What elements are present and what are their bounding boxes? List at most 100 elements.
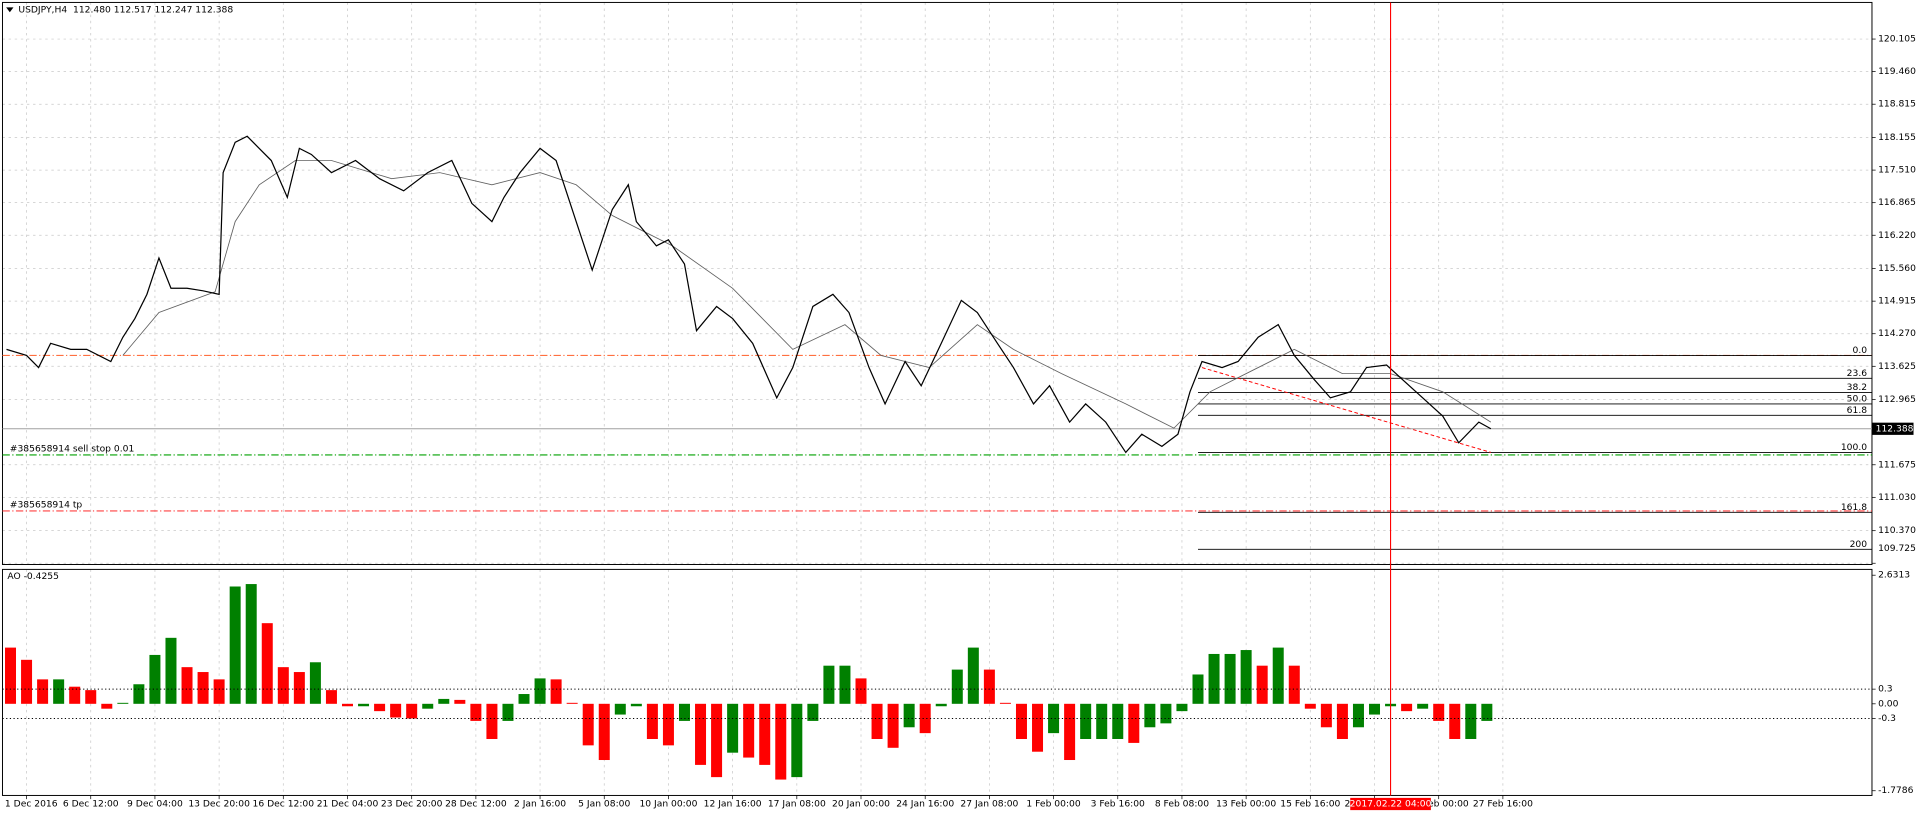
ao-bar: [582, 703, 594, 746]
fibo-label: 200: [1850, 539, 1868, 550]
ao-bar: [213, 679, 225, 704]
ao-bar: [85, 690, 97, 704]
ao-bar: [1449, 703, 1461, 739]
fibo-label: 61.8: [1847, 405, 1868, 416]
ao-bar: [21, 659, 33, 704]
ao-bar: [1433, 703, 1445, 721]
ao-bar: [5, 647, 17, 704]
ao-bar: [486, 703, 498, 739]
ao-y-tick-label: -1.7786: [1878, 785, 1914, 796]
ao-bar: [935, 703, 947, 707]
ao-y-tick-label: 0.00: [1878, 698, 1899, 709]
y-tick-label: 114.915: [1878, 296, 1916, 307]
fibo-label: 50.0: [1847, 394, 1868, 405]
ao-bar: [1096, 703, 1108, 739]
x-tick-label: 20 Jan 00:00: [832, 799, 890, 810]
ao-bar: [855, 678, 867, 704]
ao-bar: [261, 623, 273, 704]
current-price-box: [1871, 422, 1914, 435]
ao-bar: [967, 647, 979, 704]
ao-y-tick-label: -0.3: [1878, 713, 1896, 724]
ao-bar: [374, 703, 386, 712]
x-tick-label: 15 Feb 16:00: [1280, 799, 1340, 810]
ao-y-tick-label: 0.3: [1878, 684, 1893, 695]
x-tick-label: 21 Dec 04:00: [317, 799, 379, 810]
fibo-trend: [1201, 367, 1491, 453]
ao-bar: [1048, 703, 1060, 734]
ao-bar: [1240, 650, 1252, 704]
ao-bar: [293, 672, 305, 704]
x-tick-label: 28 Dec 12:00: [445, 799, 507, 810]
ao-bar: [358, 703, 370, 707]
moving-average: [122, 160, 1492, 429]
ao-bar: [454, 699, 466, 704]
ao-bar: [614, 703, 626, 715]
fibo-label: 161.8: [1841, 502, 1867, 513]
price-line: [6, 135, 1492, 454]
fibo-label: 100.0: [1841, 442, 1867, 453]
ao-bar: [101, 703, 113, 709]
ao-bar: [1481, 703, 1493, 721]
ao-bar: [341, 703, 353, 707]
ao-bar: [229, 586, 241, 704]
indicator-title: AO -0.4255: [7, 571, 59, 582]
ao-bar: [406, 703, 418, 719]
ao-bar: [759, 703, 771, 765]
x-tick-label: 16 Dec 12:00: [253, 799, 315, 810]
ao-bar: [422, 703, 434, 709]
ao-bar: [1224, 653, 1236, 704]
ao-bar: [534, 678, 546, 704]
ao-bar: [181, 667, 193, 704]
ao-bar: [165, 637, 177, 704]
ao-bar: [903, 703, 915, 728]
fibo-label: 23.6: [1847, 368, 1868, 379]
x-tick-label: 27 Feb 16:00: [1473, 799, 1533, 810]
ao-bar: [711, 703, 723, 778]
ao-bar: [117, 702, 129, 704]
ao-bar: [133, 684, 145, 704]
ao-bar: [438, 698, 450, 704]
ao-bar: [1080, 703, 1092, 739]
x-tick-label: 24 Jan 16:00: [896, 799, 954, 810]
ao-bar: [309, 662, 321, 704]
y-tick-label: 119.460: [1878, 66, 1916, 77]
ao-bar: [775, 703, 787, 780]
ao-bar: [1288, 665, 1300, 704]
x-tick-label: 1 Dec 2016: [5, 799, 58, 810]
x-tick-label: 6 Dec 12:00: [63, 799, 119, 810]
y-tick-label: 117.510: [1878, 165, 1916, 176]
ao-bar: [678, 703, 690, 721]
chart-header: USDJPY,H4 112.480 112.517 112.247 112.38…: [18, 4, 233, 15]
y-tick-label: 114.270: [1878, 328, 1916, 339]
order-label: #385658914 tp: [10, 499, 83, 510]
x-tick-label: 10 Jan 00:00: [639, 799, 697, 810]
ao-bar: [1336, 703, 1348, 739]
ao-bar: [325, 690, 337, 704]
ao-bar: [598, 703, 610, 761]
y-tick-label: 110.370: [1878, 525, 1916, 536]
ao-bar: [839, 665, 851, 704]
ao-bar: [149, 654, 161, 704]
ao-bar: [245, 584, 257, 704]
ao-bar: [1417, 703, 1429, 709]
indicator-panel: [1, 568, 1873, 796]
order-label: #385658914 sell stop 0.01: [10, 443, 134, 454]
y-tick-label: 116.220: [1878, 230, 1916, 241]
ao-bar: [1128, 703, 1140, 743]
fibo-label: 38.2: [1847, 382, 1867, 393]
x-tick-label: 22 Feb 00:00: [1409, 799, 1469, 810]
ao-bar: [1352, 703, 1364, 728]
x-tick-label: 1 Feb 00:00: [1026, 799, 1080, 810]
x-tick-label: 2 Jan 16:00: [514, 799, 566, 810]
ao-bar: [470, 703, 482, 721]
y-tick-label: 118.155: [1878, 132, 1916, 143]
x-tick-label: 3 Feb 16:00: [1091, 799, 1145, 810]
ao-bar: [1176, 703, 1188, 712]
ao-bar: [1015, 703, 1027, 739]
price-panel: [1, 1, 1873, 566]
ao-y-tick-label: 2.6313: [1878, 570, 1910, 581]
ao-bar: [630, 703, 642, 707]
ao-bar: [1144, 703, 1156, 728]
